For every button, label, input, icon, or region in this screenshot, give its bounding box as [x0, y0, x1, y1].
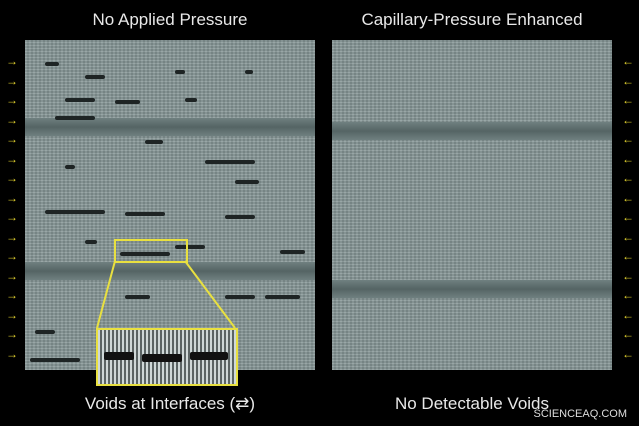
- void: [280, 250, 305, 254]
- right-arrow-icon: ←: [622, 327, 634, 341]
- left-arrow-icon: →: [6, 327, 18, 341]
- right-micrograph: [332, 40, 612, 370]
- interface-band: [25, 118, 315, 136]
- right-arrow-icon: ←: [622, 210, 634, 224]
- interface-band: [332, 280, 612, 298]
- right-arrow-icon: ←: [622, 229, 634, 244]
- right-arrow-icon: ←: [622, 190, 634, 205]
- interface-band: [332, 122, 612, 140]
- void: [45, 62, 59, 66]
- left-arrow-icon: →: [6, 54, 18, 68]
- void: [85, 75, 105, 79]
- void: [245, 70, 253, 74]
- right-arrow-icon: ←: [622, 288, 634, 302]
- void: [85, 240, 97, 244]
- right-panel-title: Capillary-Pressure Enhanced: [361, 10, 583, 29]
- interface-band: [25, 262, 315, 280]
- left-arrow-icon: →: [6, 229, 18, 244]
- left-arrow-icon: →: [6, 93, 18, 107]
- void: [145, 140, 163, 144]
- void: [225, 295, 255, 299]
- right-arrow-icon: ←: [622, 268, 634, 283]
- left-panel-caption: Voids at Interfaces (⇄): [84, 394, 256, 413]
- right-arrow-icon: ←: [622, 112, 634, 127]
- right-arrow-icon: ←: [622, 54, 634, 68]
- left-arrow-icon: →: [6, 112, 18, 127]
- void: [65, 98, 95, 102]
- void: [55, 116, 95, 120]
- zoomed-inset: [96, 328, 238, 386]
- left-arrow-icon: →: [6, 346, 18, 361]
- watermark: SCIENCEAQ.COM: [533, 408, 627, 420]
- void: [225, 215, 255, 219]
- left-arrow-icon: →: [6, 307, 18, 322]
- zoom-region-box: [114, 239, 188, 263]
- right-arrow-icon: ←: [622, 171, 634, 185]
- right-arrow-icon: ←: [622, 73, 634, 88]
- void: [115, 100, 140, 104]
- left-arrow-icon: →: [6, 210, 18, 224]
- void: [35, 330, 55, 334]
- right-arrow-icon: ←: [622, 132, 634, 146]
- right-arrow-icon: ←: [622, 151, 634, 166]
- left-arrow-icon: →: [6, 171, 18, 185]
- void: [120, 252, 170, 256]
- void: [45, 210, 105, 214]
- void: [265, 295, 300, 299]
- void: [30, 358, 80, 362]
- right-arrow-icon: ←: [622, 249, 634, 263]
- right-arrow-icon: ←: [622, 93, 634, 107]
- void: [125, 295, 150, 299]
- void: [175, 245, 205, 249]
- left-arrow-icon: →: [6, 190, 18, 205]
- left-arrow-icon: →: [6, 288, 18, 302]
- left-arrow-icon: →: [6, 249, 18, 263]
- void: [235, 180, 259, 184]
- void: [125, 212, 165, 216]
- void: [65, 165, 75, 169]
- left-arrow-icon: →: [6, 151, 18, 166]
- void: [185, 98, 197, 102]
- void: [205, 160, 255, 164]
- right-panel-caption: No Detectable Voids: [394, 394, 550, 413]
- left-panel-title: No Applied Pressure: [92, 10, 248, 29]
- left-micrograph: [25, 40, 315, 370]
- right-arrow-icon: ←: [622, 346, 634, 361]
- right-arrow-icon: ←: [622, 307, 634, 322]
- left-arrow-icon: →: [6, 132, 18, 146]
- left-arrow-icon: →: [6, 73, 18, 88]
- void: [175, 70, 185, 74]
- left-arrow-icon: →: [6, 268, 18, 283]
